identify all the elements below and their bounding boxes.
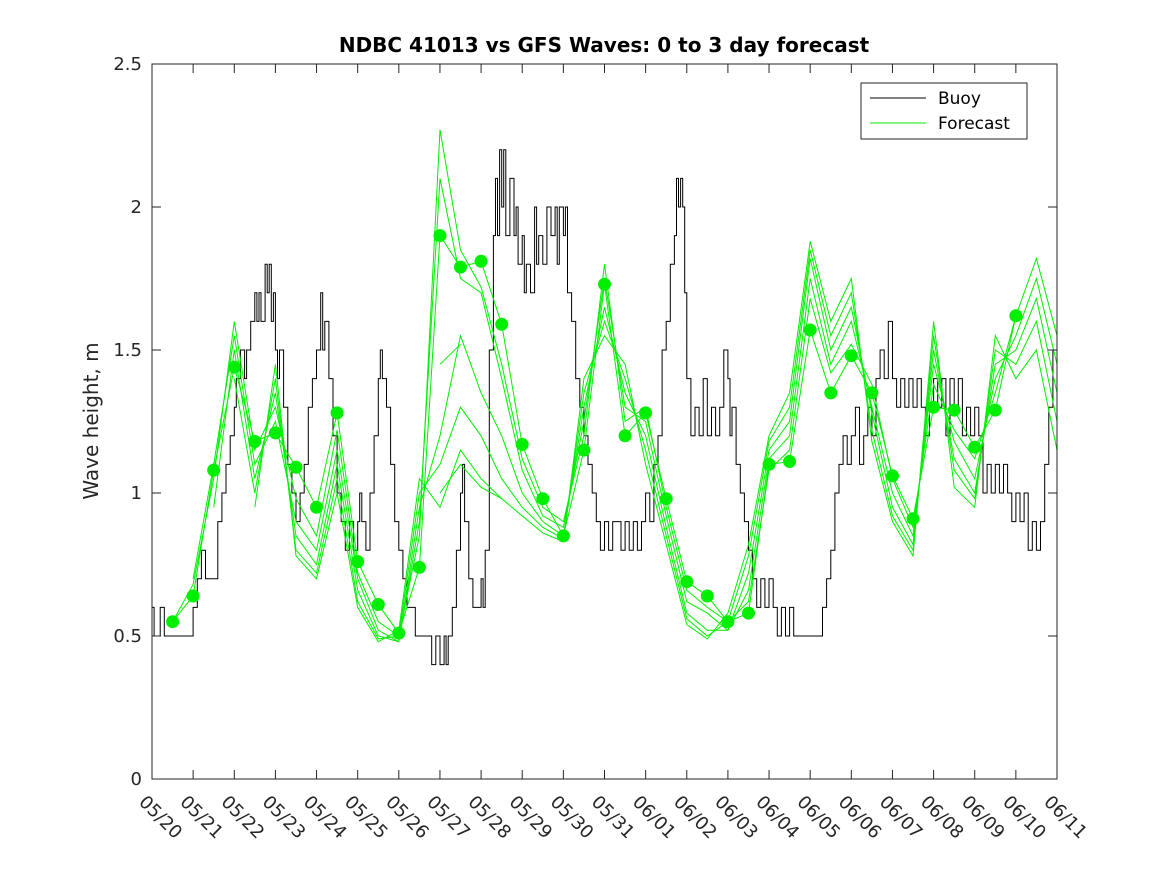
forecast-point — [721, 615, 735, 629]
legend-box — [860, 82, 1028, 140]
forecast-point — [577, 443, 591, 457]
forecast-point — [310, 500, 323, 514]
legend: Buoy Forecast — [860, 82, 1028, 140]
forecast-point — [762, 457, 776, 471]
forecast-point — [392, 626, 406, 640]
forecast-point — [186, 589, 200, 603]
forecast-point — [968, 440, 982, 454]
forecast-point — [783, 455, 797, 468]
forecast-point — [639, 406, 653, 420]
forecast-point — [865, 386, 879, 400]
plot-area — [152, 64, 1057, 779]
forecast-point — [659, 492, 673, 506]
forecast-point — [844, 349, 858, 363]
buoy-line — [152, 149, 1057, 666]
forecast-line-3 — [192, 178, 1057, 643]
forecast-point — [988, 403, 1002, 417]
forecast-point — [227, 360, 241, 374]
forecast-point — [495, 317, 509, 331]
forecast-line-6 — [254, 241, 1057, 643]
forecast-point — [289, 460, 303, 474]
chart-title: NDBC 41013 vs GFS Waves: 0 to 3 day fore… — [339, 33, 870, 57]
forecast-point — [1009, 309, 1023, 323]
legend-buoy-label: Buoy — [938, 89, 981, 109]
y-tick-label: 1 — [131, 483, 142, 504]
y-tick-label: 0.5 — [113, 626, 142, 647]
forecast-point — [947, 403, 961, 417]
forecast-point — [598, 277, 611, 291]
forecast-point — [371, 598, 385, 611]
forecast-point — [700, 589, 714, 603]
forecast-line-8 — [439, 463, 502, 500]
forecast-point — [618, 429, 632, 443]
forecast-point — [515, 437, 529, 451]
y-tick-label: 2 — [131, 197, 142, 218]
forecast-line-1 — [172, 234, 1017, 635]
forecast-point — [207, 463, 221, 477]
forecast-point — [803, 323, 817, 337]
y-tick-label: 1.5 — [113, 340, 142, 361]
legend-forecast-label: Forecast — [938, 114, 1010, 134]
forecast-line-7 — [439, 343, 461, 365]
forecast-point — [433, 229, 447, 243]
y-tick-label: 2.5 — [113, 54, 142, 75]
forecast-point — [927, 400, 941, 414]
plot-background — [152, 64, 1057, 779]
forecast-point — [268, 426, 282, 440]
forecast-point — [556, 529, 570, 543]
forecast-point — [351, 555, 365, 569]
forecast-point — [474, 254, 488, 268]
forecast-point — [680, 575, 694, 589]
forecast-point — [886, 469, 899, 483]
y-tick-label: 0 — [131, 769, 142, 790]
forecast-point — [536, 492, 550, 506]
y-axis-label: Wave height, m — [79, 342, 103, 499]
forecast-point — [166, 615, 180, 629]
forecast-point — [330, 406, 344, 420]
forecast-point — [454, 260, 467, 274]
forecast-point — [412, 560, 426, 574]
forecast-point — [906, 512, 920, 526]
forecast-point — [248, 435, 262, 448]
forecast-point — [742, 606, 755, 620]
forecast-point — [824, 386, 838, 400]
